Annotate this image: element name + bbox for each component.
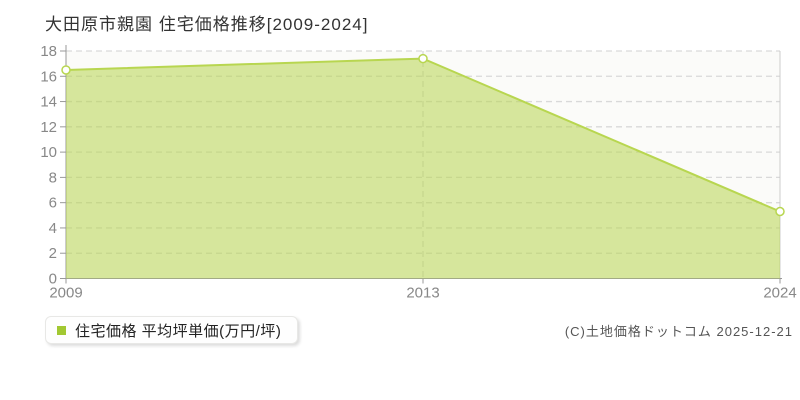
y-tick-label: 16 bbox=[40, 68, 57, 85]
chart-title: 大田原市親園 住宅価格推移[2009-2024] bbox=[45, 15, 369, 34]
price-trend-area-chart: 0 2 4 6 8 10 12 14 16 18 2009 2013 2024 bbox=[40, 43, 796, 302]
data-point-marker[interactable] bbox=[775, 206, 785, 217]
data-point-marker[interactable] bbox=[61, 65, 71, 75]
y-tick-label: 0 bbox=[49, 271, 57, 288]
y-tick-label: 18 bbox=[40, 43, 57, 60]
x-tick-label: 2024 bbox=[763, 285, 796, 302]
series-area-fill bbox=[66, 58, 780, 279]
y-tick-label: 8 bbox=[49, 169, 57, 186]
x-tick-label: 2013 bbox=[406, 285, 439, 302]
y-tick-label: 10 bbox=[40, 144, 57, 161]
x-tick-label: 2009 bbox=[49, 285, 82, 302]
y-tick-label: 4 bbox=[49, 220, 57, 237]
legend-series-label: 住宅価格 平均坪単価(万円/坪) bbox=[75, 322, 282, 340]
y-tick-label: 6 bbox=[49, 195, 57, 212]
legend-series-marker-icon bbox=[57, 325, 66, 335]
copyright-text: (C)土地価格ドットコム 2025-12-21 bbox=[564, 324, 793, 339]
y-tick-label: 14 bbox=[40, 94, 57, 111]
legend: 住宅価格 平均坪単価(万円/坪) bbox=[45, 316, 299, 344]
y-tick-label: 2 bbox=[49, 245, 57, 262]
y-tick-label: 12 bbox=[40, 119, 57, 136]
data-point-marker[interactable] bbox=[418, 53, 428, 64]
